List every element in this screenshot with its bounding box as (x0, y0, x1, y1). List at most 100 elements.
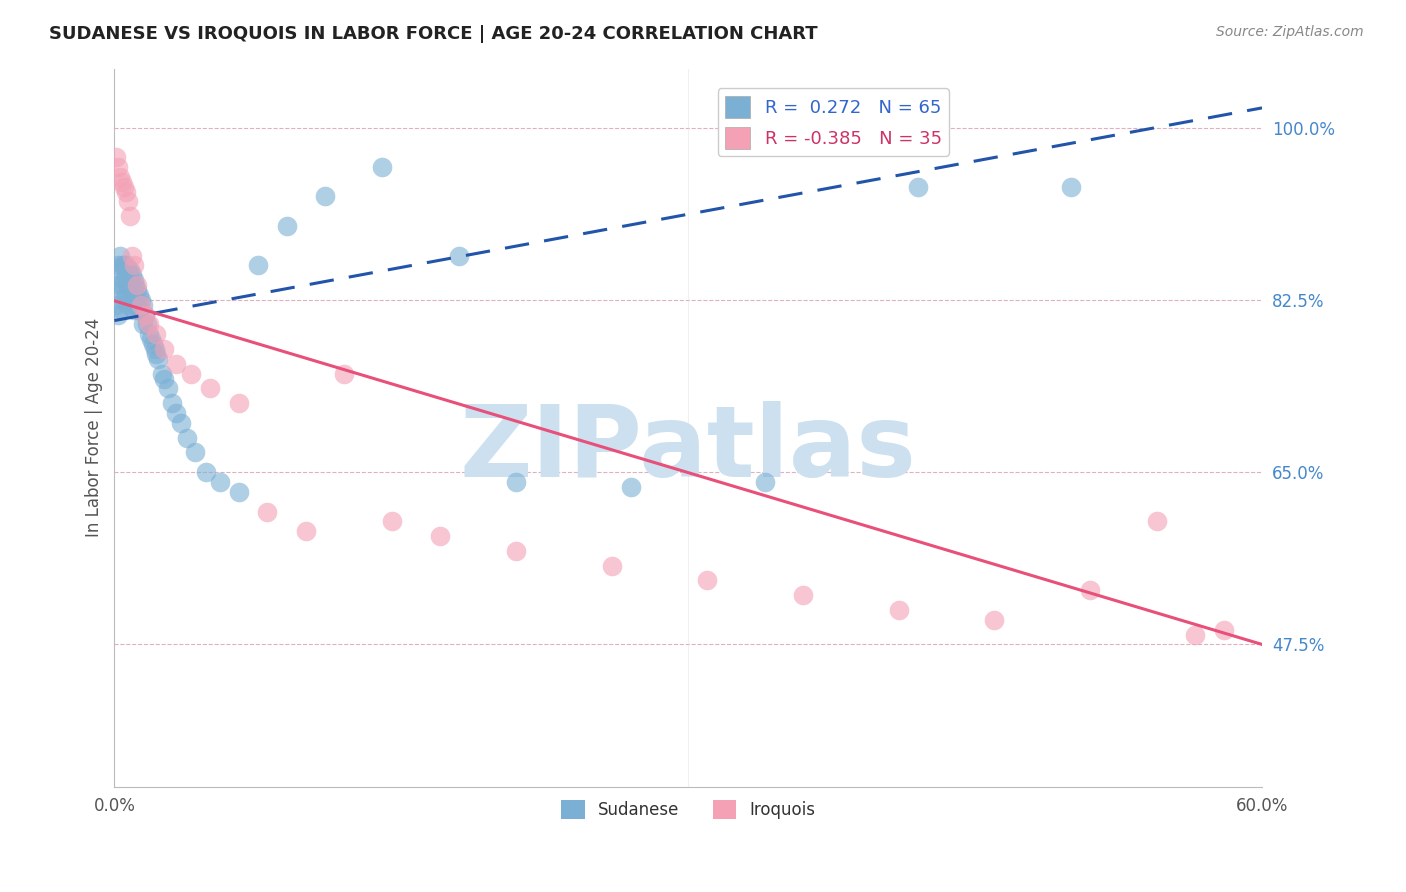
Point (228, 396, 250, 410)
Point (105, 150, 128, 164)
Point (176, 431, 198, 445)
Point (1212, 623, 1234, 637)
Point (195, 465, 218, 479)
Point (1146, 514, 1168, 528)
Point (124, 298, 146, 312)
Point (184, 445, 207, 459)
Point (132, 318, 155, 332)
Point (121, 283, 143, 297)
Point (112, 273, 135, 287)
Point (620, 480, 643, 494)
Point (118, 273, 141, 287)
Point (165, 406, 187, 420)
Point (111, 259, 134, 273)
Point (256, 504, 278, 518)
Point (108, 263, 131, 277)
Point (122, 259, 145, 273)
Point (429, 529, 451, 543)
Point (447, 249, 470, 263)
Point (127, 278, 149, 293)
Point (134, 308, 156, 322)
Point (381, 514, 404, 528)
Point (107, 308, 129, 322)
Point (139, 332, 162, 346)
Point (754, 475, 776, 489)
Point (208, 475, 231, 489)
Point (333, 367, 356, 381)
Point (505, 544, 527, 558)
Point (170, 416, 193, 430)
Point (115, 288, 138, 302)
Point (983, 613, 1005, 627)
Point (112, 293, 135, 307)
Text: ZIPatlas: ZIPatlas (460, 401, 917, 498)
Point (294, 524, 316, 539)
Point (118, 263, 141, 277)
Point (180, 367, 202, 381)
Point (124, 278, 146, 293)
Point (129, 298, 152, 312)
Point (117, 194, 139, 209)
Point (108, 249, 131, 263)
Point (115, 259, 138, 273)
Point (112, 179, 135, 194)
Point (115, 268, 138, 283)
Point (129, 293, 152, 307)
Point (153, 342, 176, 356)
Point (111, 278, 134, 293)
Point (142, 337, 165, 351)
Point (505, 475, 527, 489)
Point (148, 351, 170, 366)
Point (1184, 627, 1206, 641)
Point (156, 382, 179, 396)
Point (371, 160, 394, 174)
Point (143, 342, 166, 356)
Point (153, 371, 176, 385)
Point (108, 283, 131, 297)
Point (115, 185, 138, 199)
Point (111, 175, 134, 189)
Point (121, 268, 143, 283)
Point (887, 603, 910, 617)
Point (118, 293, 141, 307)
Point (314, 189, 336, 203)
Point (128, 302, 150, 317)
Point (150, 367, 173, 381)
Point (111, 302, 134, 317)
Point (907, 179, 929, 194)
Point (136, 318, 159, 332)
Point (122, 302, 145, 317)
Point (134, 308, 156, 322)
Text: SUDANESE VS IROQUOIS IN LABOR FORCE | AGE 20-24 CORRELATION CHART: SUDANESE VS IROQUOIS IN LABOR FORCE | AG… (49, 25, 818, 43)
Point (122, 288, 145, 302)
Point (198, 382, 221, 396)
Point (121, 249, 143, 263)
Point (696, 574, 718, 588)
Point (145, 347, 167, 361)
Point (107, 160, 129, 174)
Point (145, 327, 167, 342)
Point (107, 259, 129, 273)
Point (132, 298, 155, 312)
Point (127, 283, 149, 297)
Point (1060, 179, 1083, 194)
Point (138, 318, 160, 332)
Point (792, 588, 814, 602)
Point (246, 259, 269, 273)
Text: Source: ZipAtlas.com: Source: ZipAtlas.com (1216, 25, 1364, 39)
Point (117, 263, 139, 277)
Point (108, 169, 131, 184)
Point (600, 558, 623, 573)
Point (160, 396, 183, 410)
Point (138, 327, 160, 342)
Point (165, 357, 187, 371)
Point (128, 288, 150, 302)
Point (117, 278, 139, 293)
Point (122, 273, 145, 287)
Point (112, 259, 135, 273)
Y-axis label: In Labor Force | Age 20-24: In Labor Force | Age 20-24 (86, 318, 103, 538)
Point (1078, 583, 1101, 598)
Point (276, 219, 298, 233)
Point (118, 209, 141, 223)
Legend: Sudanese, Iroquois: Sudanese, Iroquois (554, 793, 823, 826)
